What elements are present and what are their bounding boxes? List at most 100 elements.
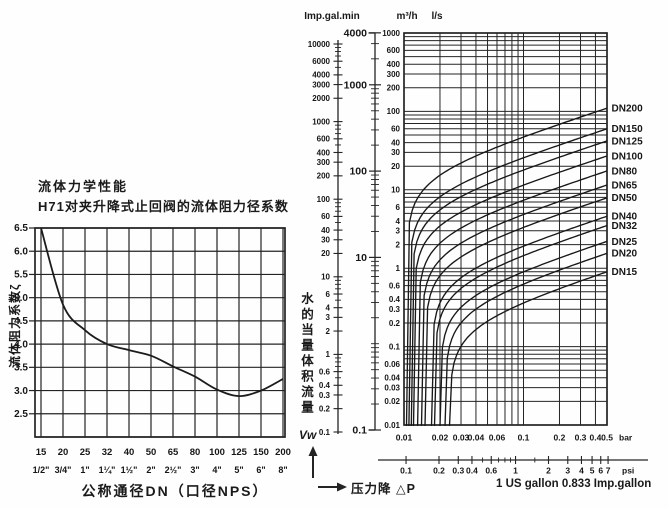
svg-text:20: 20	[391, 162, 400, 171]
curve-DN200	[405, 107, 608, 427]
svg-text:0.2: 0.2	[433, 466, 445, 476]
svg-text:40: 40	[321, 226, 330, 235]
svg-text:0.04: 0.04	[468, 433, 485, 443]
imp-gal-min-header: Imp.gal.min	[304, 11, 360, 22]
svg-text:0.1: 0.1	[389, 342, 401, 351]
curve-DN100	[412, 155, 608, 427]
svg-text:0.5: 0.5	[601, 433, 613, 443]
svg-text:25: 25	[80, 447, 91, 458]
svg-text:1: 1	[513, 466, 518, 476]
svg-text:2½": 2½"	[165, 465, 182, 475]
svg-text:65: 65	[168, 447, 179, 458]
svg-text:5: 5	[590, 466, 595, 476]
svg-text:0.2: 0.2	[554, 433, 566, 443]
pressure-drop-label: 压力降 △P	[351, 482, 416, 496]
svg-text:0.6: 0.6	[389, 281, 401, 290]
svg-text:600: 600	[387, 46, 401, 55]
svg-text:10: 10	[391, 186, 400, 195]
zeta-chart-grid	[34, 227, 286, 438]
svg-text:1/2": 1/2"	[33, 465, 50, 475]
svg-text:100: 100	[349, 166, 367, 178]
svg-text:DN200: DN200	[612, 104, 644, 115]
curve-DN80	[416, 170, 608, 427]
svg-text:1000: 1000	[344, 79, 368, 91]
svg-text:400: 400	[317, 148, 331, 157]
svg-text:DN15: DN15	[612, 267, 638, 278]
svg-text:6: 6	[326, 290, 331, 299]
curve-DN32	[433, 224, 608, 427]
svg-text:200: 200	[387, 84, 401, 93]
svg-text:1: 1	[396, 264, 401, 273]
flow-up-arrow-icon	[308, 446, 318, 478]
svg-text:0.03: 0.03	[453, 433, 470, 443]
m3h-scale: 4000 1000 100 10 0.1	[344, 27, 381, 437]
svg-text:0.3: 0.3	[319, 391, 331, 400]
zeta-chart-y-tick-labels: 6.5 6.0 5.5 5.0 4.5 4.0 3.5 3.0 2.5	[14, 223, 35, 420]
svg-text:0.3: 0.3	[389, 305, 401, 314]
zeta-chart-nps-tick-labels: 1/2" 3/4" 1" 1¼" 1½" 2" 2½" 3" 4" 5" 6" 8"	[33, 465, 288, 475]
svg-text:100: 100	[209, 447, 225, 458]
svg-text:3: 3	[326, 313, 331, 322]
svg-text:DN50: DN50	[612, 193, 638, 204]
svg-text:0.03: 0.03	[384, 383, 400, 392]
svg-text:1¼": 1¼"	[99, 465, 116, 475]
svg-text:4000: 4000	[344, 27, 368, 39]
svg-text:30: 30	[321, 236, 330, 245]
svg-text:0.02: 0.02	[432, 433, 449, 443]
svg-text:0.06: 0.06	[489, 433, 506, 443]
svg-text:32: 32	[102, 447, 113, 458]
left-chart-x-axis-label: 公称通径DN（口径NPS）	[81, 483, 269, 499]
curve-DN25	[439, 240, 608, 427]
svg-text:DN40: DN40	[612, 212, 638, 223]
svg-text:0.2: 0.2	[319, 404, 331, 413]
curve-DN40	[430, 215, 608, 427]
svg-text:80: 80	[190, 447, 201, 458]
curve-DN125	[410, 140, 608, 427]
svg-text:2000: 2000	[312, 94, 330, 103]
flow-chart-grid	[403, 32, 608, 426]
svg-text:150: 150	[253, 447, 269, 458]
left-chart-title-line2: H71对夹升降式止回阀的流体阻力径系数	[38, 199, 289, 214]
svg-text:psi: psi	[622, 466, 634, 476]
svg-text:200: 200	[317, 172, 331, 181]
svg-text:3.5: 3.5	[14, 363, 28, 374]
svg-text:3: 3	[396, 227, 401, 236]
svg-text:0.06: 0.06	[384, 360, 400, 369]
ls-header: l/s	[431, 11, 443, 22]
left-chart-y-axis-label: 流体阻力系数ζ	[8, 283, 22, 368]
flow-symbol-label: Vw	[299, 428, 317, 442]
svg-text:0.1: 0.1	[319, 428, 331, 437]
m3h-header: m³/h	[396, 11, 418, 22]
svg-text:20: 20	[321, 249, 330, 258]
left-chart-title-line1: 流体力学性能	[38, 179, 129, 194]
svg-text:DN25: DN25	[612, 237, 638, 248]
svg-text:1: 1	[326, 350, 331, 359]
svg-text:0.2: 0.2	[389, 319, 401, 328]
curve-DN50	[424, 197, 608, 427]
svg-text:DN80: DN80	[612, 166, 638, 177]
svg-text:300: 300	[317, 158, 331, 167]
svg-text:6: 6	[598, 466, 603, 476]
svg-text:1000: 1000	[382, 29, 400, 38]
svg-text:5.0: 5.0	[14, 293, 28, 304]
svg-text:10000: 10000	[308, 40, 331, 49]
svg-text:3.0: 3.0	[14, 386, 28, 397]
svg-text:50: 50	[146, 447, 157, 458]
svg-text:4: 4	[326, 303, 331, 312]
svg-text:0.4: 0.4	[466, 466, 478, 476]
svg-text:6000: 6000	[312, 57, 330, 66]
svg-text:DN125: DN125	[612, 136, 644, 147]
svg-text:2: 2	[326, 327, 331, 336]
svg-text:600: 600	[317, 135, 331, 144]
svg-text:0.4: 0.4	[319, 381, 331, 390]
svg-text:8": 8"	[278, 465, 287, 475]
svg-text:100: 100	[317, 195, 331, 204]
imp-gal-min-scale: 1000060004000300020001000600400300200100…	[308, 40, 343, 437]
curve-DN15	[448, 271, 608, 427]
svg-text:DN20: DN20	[612, 249, 638, 260]
flow-axis-label-cn: 水的当量体积流量	[299, 292, 313, 416]
svg-text:60: 60	[321, 212, 330, 221]
svg-text:bar: bar	[619, 433, 633, 443]
